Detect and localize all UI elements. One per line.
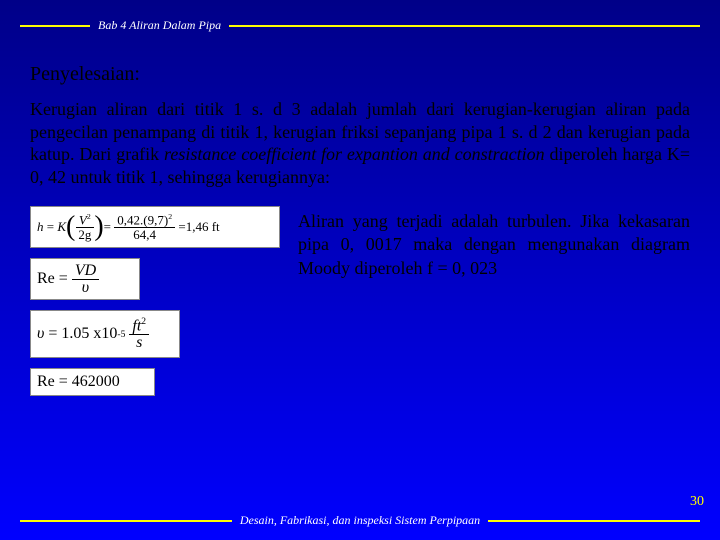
eq1-den2: 64,4 — [130, 228, 159, 241]
header-bar: Bab 4 Aliran Dalam Pipa — [0, 0, 720, 33]
footer-line-left — [20, 520, 232, 522]
eq3-exp: -5 — [117, 329, 125, 340]
eq3-lhs: υ — [37, 325, 44, 343]
content-area: Penyelesaian: Kerugian aliran dari titik… — [0, 33, 720, 396]
eq2-num: VD — [72, 263, 99, 280]
eq1-equals: = — [44, 219, 58, 235]
section-subtitle: Penyelesaian: — [30, 63, 690, 86]
eq1-2g: 2g — [75, 228, 94, 241]
paragraph-1: Kerugian aliran dari titik 1 s. d 3 adal… — [30, 98, 690, 188]
eq1-num2-exp: 2 — [168, 212, 172, 221]
eq1-lparen: ( — [66, 213, 75, 241]
eq1-eq2: = — [104, 219, 115, 235]
two-column-row: h = K ( V2 2g ) = 0,42.(9,7)2 64,4 = 1,4… — [30, 206, 690, 396]
eq3-num: ft — [132, 317, 141, 334]
eq3-eq: = — [44, 325, 61, 343]
eq1-frac2: 0,42.(9,7)2 64,4 — [114, 213, 175, 240]
header-line-right — [229, 25, 700, 27]
eq1-V-exp: 2 — [87, 212, 91, 221]
eq2-frac: VD υ — [72, 263, 99, 296]
eq1-eq3: = — [175, 219, 186, 235]
footer-line-right — [488, 520, 700, 522]
para1-italic: resistance coefficient for expantion and… — [164, 144, 545, 164]
eq1-V: V — [79, 213, 87, 228]
header-line-left — [20, 25, 90, 27]
equation-4: Re = 462000 — [30, 368, 155, 396]
eq1-rparen: ) — [94, 213, 103, 241]
chapter-title: Bab 4 Aliran Dalam Pipa — [90, 18, 229, 33]
eq2-eq: = — [55, 270, 72, 288]
equation-1: h = K ( V2 2g ) = 0,42.(9,7)2 64,4 = 1,4… — [30, 206, 280, 248]
footer-bar: Desain, Fabrikasi, dan inspeksi Sistem P… — [0, 513, 720, 528]
eq1-result: 1,46 ft — [186, 219, 220, 235]
equations-column: h = K ( V2 2g ) = 0,42.(9,7)2 64,4 = 1,4… — [30, 206, 280, 396]
eq1-K: K — [57, 219, 66, 235]
paragraph-2: Aliran yang terjadi adalah turbulen. Jik… — [298, 206, 690, 396]
eq3-den: s — [133, 335, 145, 351]
eq2-den: υ — [79, 280, 92, 296]
footer-text: Desain, Fabrikasi, dan inspeksi Sistem P… — [232, 513, 488, 528]
eq2-lhs: Re — [37, 270, 55, 288]
page-number: 30 — [690, 494, 704, 510]
equation-2: Re = VD υ — [30, 258, 140, 300]
equation-3: υ = 1.05 x10-5 ft2 s — [30, 310, 180, 358]
eq3-coef: 1.05 x10 — [61, 325, 117, 343]
eq1-num2: 0,42.(9,7) — [117, 213, 168, 228]
eq4-text: Re = 462000 — [37, 373, 120, 391]
eq3-num-exp: 2 — [141, 316, 146, 327]
eq3-frac: ft2 s — [129, 317, 149, 351]
eq1-frac1: V2 2g — [75, 213, 94, 240]
